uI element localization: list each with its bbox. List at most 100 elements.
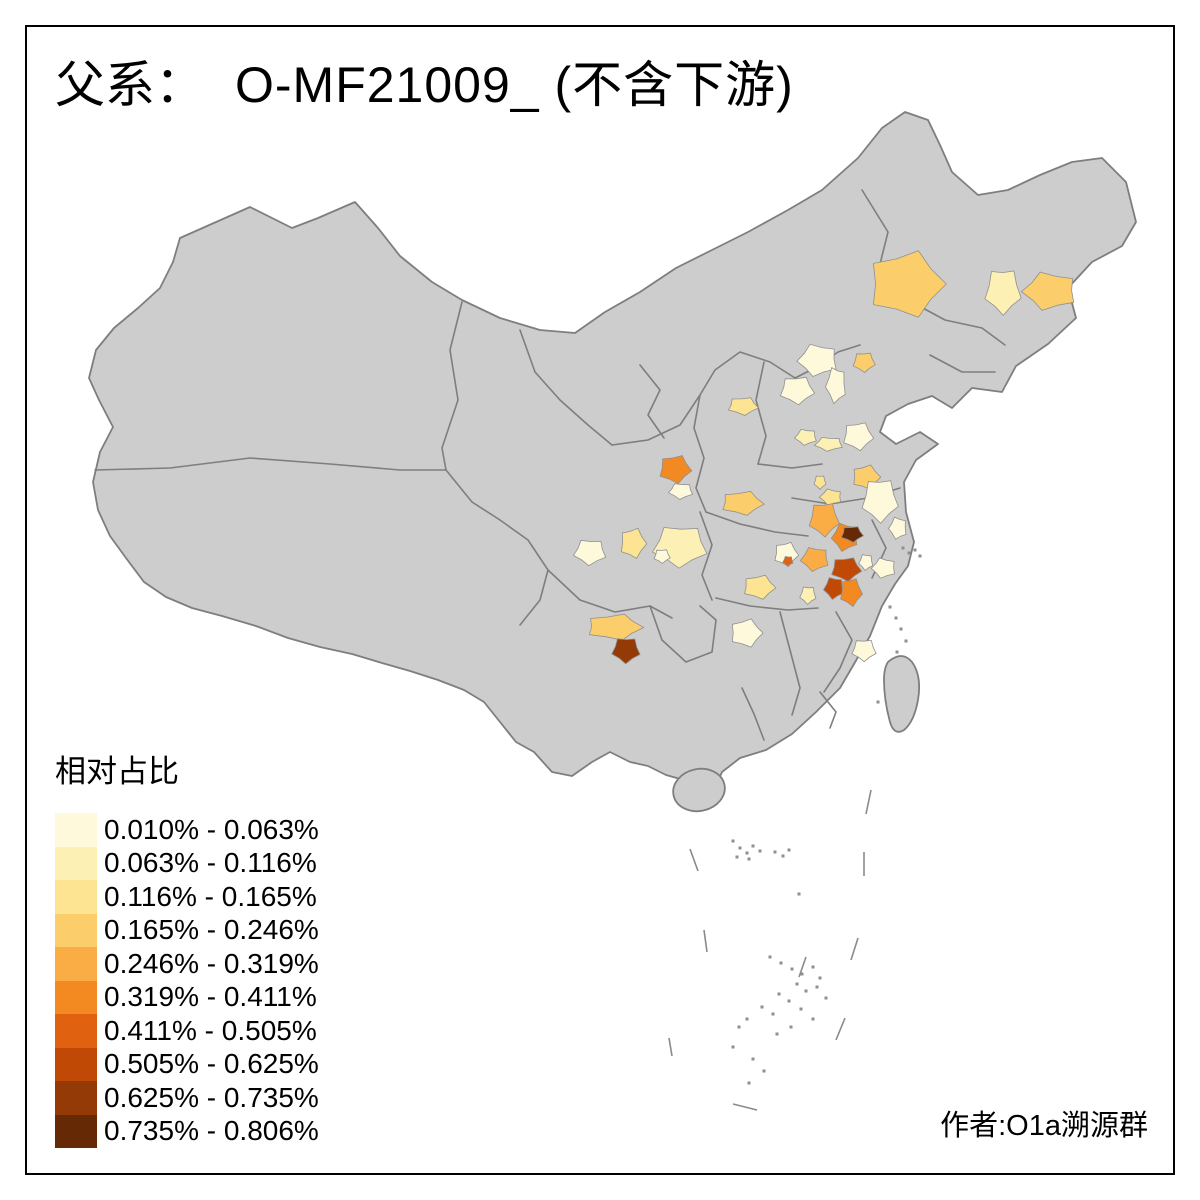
islet-dot — [799, 1007, 803, 1011]
choropleth-region — [728, 397, 760, 416]
legend-swatch — [55, 913, 97, 947]
choropleth-region — [653, 549, 671, 564]
islet-dot — [762, 1069, 766, 1073]
islet-dot — [795, 982, 799, 986]
islet-dot — [731, 839, 735, 843]
legend-label: 0.625% - 0.735% — [104, 1081, 319, 1113]
islet-dot — [790, 967, 794, 971]
islet-dot — [760, 1005, 764, 1009]
map-title-prefix: 父系： — [55, 57, 205, 113]
islet-dot — [771, 1012, 775, 1016]
legend-swatch — [55, 947, 97, 981]
legend-row: 0.625% - 0.735% — [55, 1081, 319, 1115]
islet-dot — [735, 855, 739, 859]
legend-swatch — [55, 846, 97, 880]
choropleth-region — [667, 483, 694, 500]
legend-row: 0.010% - 0.063% — [55, 813, 319, 847]
choropleth-region — [825, 367, 846, 405]
legend-label: 0.735% - 0.806% — [104, 1115, 319, 1147]
islet-dot — [737, 1025, 741, 1029]
choropleth-region — [796, 343, 837, 377]
choropleth-region — [840, 526, 865, 543]
legend: 相对占比 0.010% - 0.063% 0.063% - 0.116% 0.116… — [55, 746, 319, 1148]
legend-label: 0.010% - 0.063% — [104, 813, 319, 845]
islet-dot — [904, 639, 908, 643]
choropleth-region — [888, 516, 907, 540]
choropleth-region — [852, 352, 876, 374]
choropleth-regions — [572, 250, 1075, 665]
islet-dash — [732, 1103, 758, 1111]
islet-dot — [913, 548, 917, 552]
islet-dash — [703, 929, 708, 953]
legend-row: 0.063% - 0.116% — [55, 846, 319, 880]
legend-row: 0.411% - 0.505% — [55, 1014, 319, 1048]
choropleth-region — [799, 547, 829, 572]
mainland-outline — [88, 111, 1137, 813]
choropleth-region — [782, 556, 794, 567]
legend-row: 0.246% - 0.319% — [55, 947, 319, 981]
legend-row: 0.319% - 0.411% — [55, 980, 319, 1014]
islet-dot — [894, 616, 898, 620]
islet-dot — [747, 1081, 751, 1085]
islet-dash — [835, 1017, 846, 1041]
legend-swatch — [55, 1047, 97, 1081]
islet-dot — [876, 700, 880, 704]
legend-label: 0.063% - 0.116% — [104, 847, 317, 879]
legend-label: 0.116% - 0.165% — [104, 880, 317, 912]
legend-label: 0.411% - 0.505% — [104, 1014, 317, 1046]
legend-swatch — [55, 980, 97, 1014]
legend-title: 相对占比 — [55, 754, 179, 789]
legend-label: 0.165% - 0.246% — [104, 914, 319, 946]
islet-dot — [777, 992, 781, 996]
legend-swatch — [55, 1014, 97, 1048]
islet-dot — [811, 1017, 815, 1021]
islet-dot — [787, 848, 791, 852]
islet-dot — [895, 650, 899, 654]
islet-dot — [800, 972, 804, 976]
islet-dot — [758, 849, 762, 853]
islet-dot — [888, 605, 892, 609]
legend-label: 0.319% - 0.411% — [104, 981, 317, 1013]
islet-dot — [731, 1045, 735, 1049]
choropleth-region — [779, 376, 816, 406]
choropleth-region — [588, 613, 645, 641]
islet-dot — [797, 892, 801, 896]
islet-dot — [779, 961, 783, 965]
choropleth-region — [843, 422, 875, 452]
islet-dot — [811, 965, 815, 969]
choropleth-region — [870, 557, 895, 579]
islet-dot — [738, 846, 742, 850]
islet-dot — [768, 955, 772, 959]
choropleth-region — [793, 428, 817, 446]
islet-dot — [824, 996, 828, 1000]
islet-dot — [899, 627, 903, 631]
map-title: 父系： O-MF21009_ (不含下游) — [55, 58, 794, 113]
islet-dot — [787, 999, 791, 1003]
legend-row: 0.165% - 0.246% — [55, 913, 319, 947]
legend-row: 0.116% - 0.165% — [55, 880, 319, 914]
legend-label: 0.246% - 0.319% — [104, 947, 319, 979]
legend-rows: 0.010% - 0.063% 0.063% - 0.116% 0.116% - 0… — [55, 813, 319, 1148]
choropleth-region — [1020, 271, 1075, 311]
choropleth-region — [851, 639, 877, 663]
choropleth-region — [822, 577, 844, 601]
choropleth-region — [813, 475, 827, 490]
islet-dot — [918, 554, 922, 558]
sea-islets — [668, 546, 922, 1111]
choropleth-region — [861, 480, 899, 524]
legend-swatch — [55, 1114, 97, 1148]
islet-dot — [781, 854, 785, 858]
islet-dash — [798, 956, 807, 978]
islet-dot — [815, 985, 819, 989]
choropleth-region — [872, 250, 947, 318]
hainan-island — [672, 767, 726, 813]
islet-dot — [907, 551, 911, 555]
choropleth-region — [611, 638, 641, 665]
islet-dot — [751, 844, 755, 848]
islet-dot — [773, 850, 777, 854]
choropleth-region — [858, 554, 874, 571]
choropleth-region — [831, 557, 863, 583]
islet-dot — [745, 1017, 749, 1021]
islet-dash — [850, 937, 859, 961]
